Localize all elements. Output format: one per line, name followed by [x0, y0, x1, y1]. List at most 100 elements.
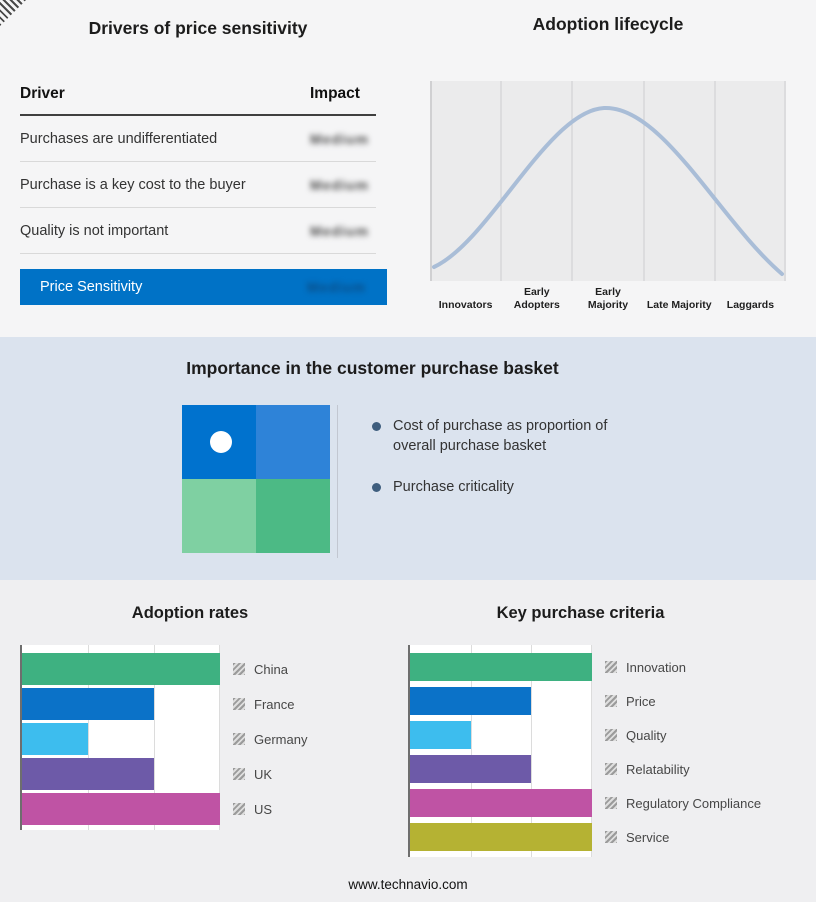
stage-label: Innovators — [438, 298, 493, 311]
bar — [410, 687, 532, 715]
bullet-item: Purchase criticality — [372, 478, 652, 498]
bullet-item: Cost of purchase as proportion of overal… — [372, 417, 652, 456]
grid-line — [591, 645, 592, 857]
legend-swatch-icon — [605, 831, 617, 843]
quadrant-axis-line — [337, 405, 338, 558]
bar-plot — [20, 645, 220, 830]
adoption-rates-title: Adoption rates — [131, 604, 249, 622]
legend-item: Quality — [605, 721, 761, 749]
bullet-icon — [372, 422, 381, 431]
footer-url: www.technavio.com — [348, 877, 468, 892]
table-row: Quality is not important Medium — [20, 208, 376, 254]
legend-swatch-icon — [233, 768, 245, 780]
legend-label: UK — [254, 766, 273, 782]
bar — [410, 653, 592, 681]
quadrant-cell — [256, 479, 330, 553]
bell-curve — [432, 105, 784, 276]
stage-label: Early Majority — [587, 286, 629, 311]
bottom-section: Adoption rates China France Germany UK US Ke… — [0, 580, 816, 902]
legend-swatch-icon — [605, 797, 617, 809]
legend-label: Relatability — [626, 761, 690, 777]
bar — [22, 793, 220, 825]
grid-line — [154, 645, 155, 830]
table-row: Purchases are undifferentiated Medium — [20, 116, 376, 162]
legend-label: Price — [626, 693, 656, 709]
bullet-icon — [372, 483, 381, 493]
key-purchase-criteria-chart: Key purchase criteria Innovation Price Qua… — [408, 604, 804, 857]
bar — [410, 823, 592, 851]
legend: Innovation Price Quality Relatability Regula… — [605, 645, 761, 857]
legend-label: Quality — [626, 727, 667, 743]
legend-swatch-icon — [605, 763, 617, 775]
bell-curve-svg — [430, 81, 786, 281]
lifecycle-chart — [430, 81, 786, 281]
legend-item: China — [233, 653, 307, 685]
impact-value: Medium — [310, 130, 369, 147]
legend-label: Service — [626, 829, 670, 845]
legend-item: Innovation — [605, 653, 761, 681]
bar — [410, 789, 592, 817]
impact-value: Medium — [310, 222, 369, 239]
legend-item: Price — [605, 687, 761, 715]
legend-swatch-icon — [605, 695, 617, 707]
drivers-section: Drivers of price sensitivity Driver Impa… — [20, 14, 387, 305]
legend-label: China — [254, 661, 288, 677]
quadrant-cell — [182, 405, 256, 479]
bar — [22, 723, 88, 755]
bar — [410, 721, 471, 749]
grid-line — [531, 645, 533, 857]
lifecycle-stage-labels: Innovators Early Adopters Early Majority La… — [430, 286, 786, 311]
drivers-table-header: Driver Impact — [20, 86, 376, 116]
price-sensitivity-value: Medium — [307, 279, 366, 295]
legend-label: Germany — [254, 731, 308, 747]
legend-swatch-icon — [605, 729, 617, 741]
drivers-rows: Purchases are undifferentiated Medium Purc… — [20, 116, 376, 254]
price-sensitivity-label: Price Sensitivity — [40, 279, 143, 295]
key-purchase-criteria-title: Key purchase criteria — [496, 604, 665, 622]
basket-section: Importance in the customer purchase bask… — [0, 337, 816, 580]
driver-cell: Quality is not important — [20, 222, 169, 239]
price-sensitivity-row: Price Sensitivity Medium — [20, 269, 387, 305]
legend: China France Germany UK US — [233, 645, 307, 830]
basket-bullets: Cost of purchase as proportion of overal… — [372, 417, 652, 520]
bar — [22, 688, 154, 720]
lifecycle-title: Adoption lifecycle — [532, 14, 684, 34]
legend-item: UK — [233, 758, 307, 790]
legend-item: US — [233, 793, 307, 825]
stage-label: Laggards — [726, 298, 775, 311]
legend-item: Germany — [233, 723, 307, 755]
legend-swatch-icon — [233, 663, 245, 675]
impact-value: Medium — [310, 176, 369, 193]
legend-label: Regulatory Compliance — [626, 795, 762, 811]
legend-swatch-icon — [605, 661, 617, 673]
bars — [410, 653, 592, 851]
bar — [410, 755, 532, 783]
driver-column-header: Driver — [20, 85, 65, 102]
adoption-rates-chart: Adoption rates China France Germany UK US — [20, 604, 392, 830]
top-section: Drivers of price sensitivity Driver Impa… — [0, 0, 816, 337]
quadrant-dot-icon — [210, 431, 232, 453]
driver-cell: Purchases are undifferentiated — [20, 130, 218, 147]
stage-label: Early Adopters — [513, 286, 560, 311]
bar — [22, 758, 154, 790]
legend-item: Regulatory Compliance — [605, 789, 761, 817]
legend-label: Innovation — [626, 659, 686, 675]
grid-line — [470, 645, 472, 857]
stage-label: Late Majority — [646, 298, 712, 311]
basket-title: Importance in the customer purchase bask… — [186, 358, 559, 378]
legend-item: Service — [605, 823, 761, 851]
impact-column-header: Impact — [310, 85, 360, 102]
legend-label: US — [254, 801, 273, 817]
bars — [22, 653, 220, 825]
legend-label: France — [254, 696, 295, 712]
quadrant-graphic — [182, 405, 330, 553]
bullet-text: Purchase criticality — [393, 479, 514, 496]
legend-item: France — [233, 688, 307, 720]
bullet-text: Cost of purchase as proportion of overal… — [393, 418, 608, 454]
legend-swatch-icon — [233, 803, 245, 815]
lifecycle-section: Adoption lifecycle Innovators Early Adopt… — [430, 14, 786, 311]
driver-cell: Purchase is a key cost to the buyer — [20, 176, 246, 193]
quadrant-cell — [182, 479, 256, 553]
drivers-title: Drivers of price sensitivity — [88, 18, 308, 38]
grid-line — [219, 645, 220, 830]
